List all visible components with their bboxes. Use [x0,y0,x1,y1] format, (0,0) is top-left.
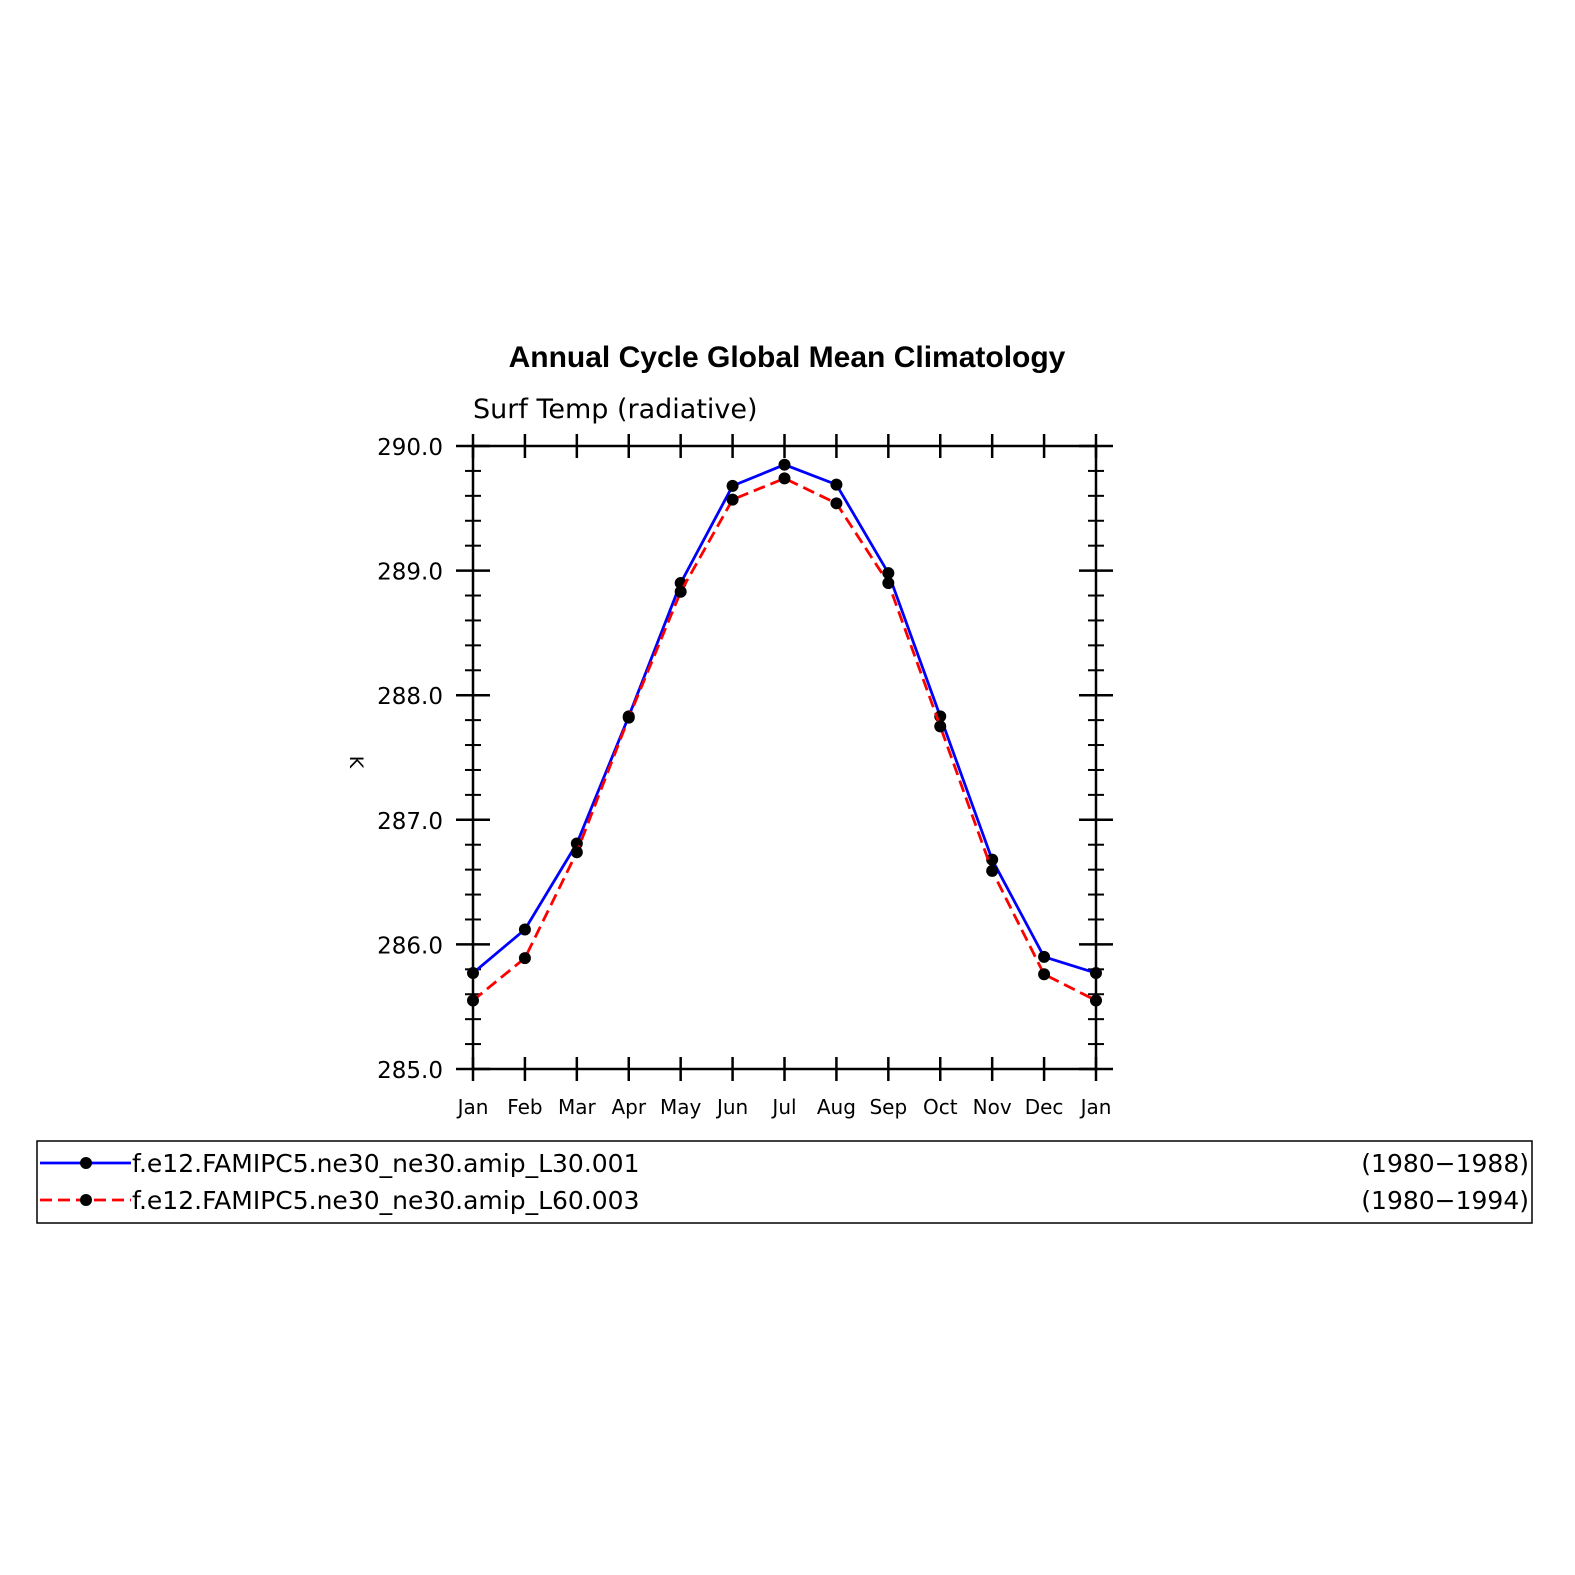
data-point [778,472,791,485]
data-point [622,711,635,724]
x-tick-label: Aug [817,1095,856,1119]
data-point [986,864,999,877]
data-point [726,479,739,492]
data-point [830,497,843,510]
legend-marker [80,1194,92,1206]
x-tick-label: Oct [923,1095,958,1119]
y-tick-label: 285.0 [377,1058,443,1084]
chart-subtitle: Surf Temp (radiative) [473,394,758,425]
data-point [518,952,531,965]
x-tick-label: Apr [611,1095,646,1119]
x-tick-label: Jul [770,1095,796,1119]
data-point [1038,950,1051,963]
y-axis-label: K [345,756,367,769]
data-point [1038,968,1051,981]
data-point [467,994,479,1007]
legend: f.e12.FAMIPC5.ne30_ne30.amip_L30.001 (198… [36,1140,1533,1224]
data-point [726,493,739,506]
x-tick-label: Sep [869,1095,907,1119]
x-tick-label: Jan [456,1095,489,1119]
data-point [570,846,583,859]
series-line [472,476,1097,1002]
x-tick-label: Dec [1025,1095,1064,1119]
data-point [882,567,895,580]
y-tick-label: 289.0 [377,560,443,586]
legend-series-period: (1980−1988) [1361,1149,1529,1178]
legend-series-name: f.e12.FAMIPC5.ne30_ne30.amip_L60.003 [132,1186,640,1215]
legend-marker [80,1157,92,1169]
chart-title: Annual Cycle Global Mean Climatology [509,341,1066,374]
data-point [518,923,531,936]
x-tick-label: May [660,1095,702,1119]
data-point [882,577,895,590]
legend-box [36,1140,1533,1224]
x-tick-label: Jun [715,1095,748,1119]
x-tick-label: Mar [558,1095,597,1119]
series-layer [467,458,1102,1007]
data-point [934,720,947,733]
series-line [472,463,1097,975]
data-point [674,585,687,598]
data-point [986,853,999,866]
plot-frame [471,444,1098,1071]
legend-series-period: (1980−1994) [1361,1186,1529,1215]
legend-series-name: f.e12.FAMIPC5.ne30_ne30.amip_L30.001 [132,1149,640,1178]
data-point [1090,967,1102,980]
x-tick-label: Jan [1079,1095,1112,1119]
x-tick-label: Nov [973,1095,1012,1119]
axes: Jan Feb Mar Apr May Jun Jul Aug Sep Oct Nov Dec Jan 2… [377,434,1113,1119]
x-tick-label: Feb [507,1095,542,1119]
data-point [1090,994,1102,1007]
data-point [830,478,843,491]
y-tick-label: 286.0 [377,933,443,959]
y-tick-label: 287.0 [377,809,443,835]
data-point [778,458,791,471]
data-point [467,967,479,980]
y-tick-label: 290.0 [377,435,443,461]
y-tick-label: 288.0 [377,684,443,710]
